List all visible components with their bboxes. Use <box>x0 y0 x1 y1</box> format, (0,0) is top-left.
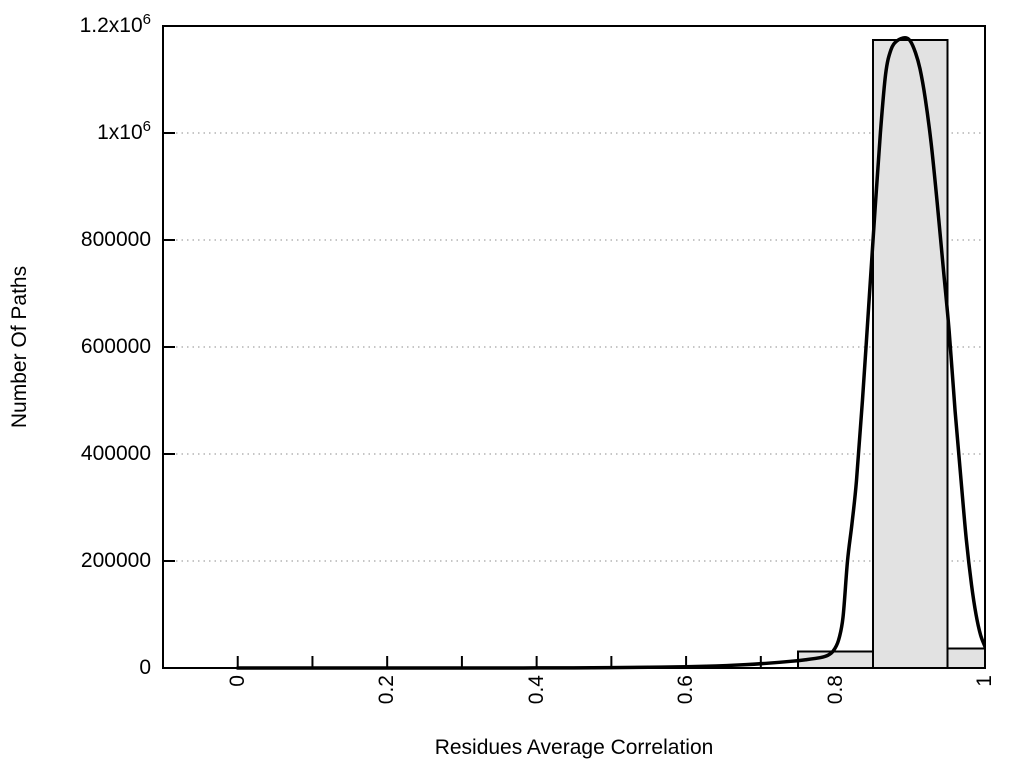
x-tick-label: 1 <box>973 675 996 687</box>
x-tick-label: 0.2 <box>375 675 399 705</box>
x-tick-label: 0.8 <box>823 675 847 705</box>
histogram-bar <box>871 38 949 670</box>
y-tick-label: 1x106 <box>97 118 151 144</box>
y-tick-label: 1.2x106 <box>79 11 151 37</box>
y-tick-label: 800000 <box>80 228 151 251</box>
y-tick-label: 0 <box>139 656 151 679</box>
histogram-bar <box>946 647 986 669</box>
x-axis-title: Residues Average Correlation <box>434 736 714 759</box>
x-tick-label: 0.4 <box>524 675 548 705</box>
y-tick-label: 600000 <box>80 335 151 358</box>
x-tick-label: 0 <box>225 675 249 687</box>
x-tick-label: 0.6 <box>674 675 698 705</box>
y-tick-label: 200000 <box>80 549 151 572</box>
plot-border <box>162 25 986 669</box>
y-tick-label: 400000 <box>80 442 151 465</box>
